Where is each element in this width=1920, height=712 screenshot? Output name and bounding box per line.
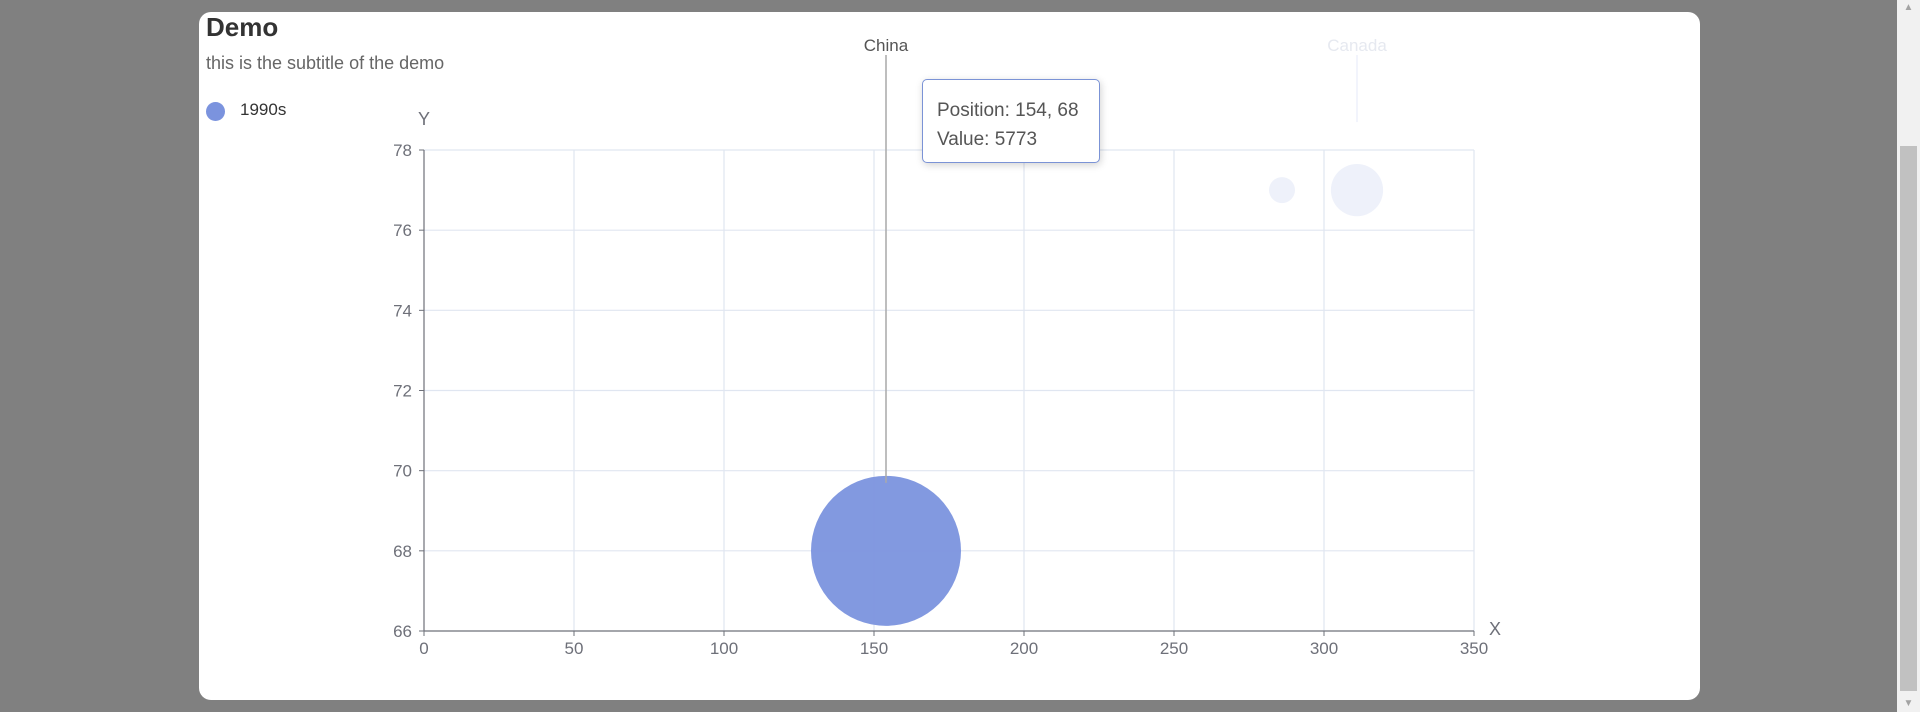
y-tick-label: 72 (393, 382, 412, 401)
y-tick-label: 70 (393, 462, 412, 481)
tooltip-position: Position: 154, 68 (937, 100, 1079, 121)
legend-item-1990s[interactable]: 1990s (206, 98, 286, 121)
point-layer (811, 163, 1384, 626)
bubble-point[interactable] (1330, 163, 1384, 217)
point-label: China (864, 36, 909, 55)
scroll-up-icon[interactable]: ▲ (1903, 2, 1914, 13)
label-layer: China Canada (864, 36, 1387, 483)
x-tick-label: 200 (1010, 639, 1038, 658)
grid-layer (424, 149, 1475, 631)
chart-title: Demo (206, 12, 279, 42)
y-tick-label: 74 (393, 301, 412, 320)
legend-marker-icon (206, 102, 225, 121)
point-label: Canada (1327, 36, 1387, 55)
vertical-scrollbar[interactable]: ▲ ▼ (1897, 0, 1920, 712)
scroll-down-icon[interactable]: ▼ (1903, 698, 1914, 709)
axis-layer: 0 50 100 150 200 250 300 350 66 68 70 72 74 76 78 X Y (393, 109, 1501, 658)
scroll-thumb[interactable] (1900, 146, 1917, 691)
y-axis-label: Y (418, 109, 430, 129)
y-tick-label: 66 (393, 622, 412, 641)
y-tick-label: 76 (393, 221, 412, 240)
x-tick-label: 0 (419, 639, 428, 658)
tooltip: Position: 154, 68 Value: 5773 (922, 79, 1100, 163)
y-tick-label: 78 (393, 141, 412, 160)
x-tick-label: 250 (1160, 639, 1188, 658)
x-tick-label: 50 (565, 639, 584, 658)
bubble-point[interactable] (1269, 177, 1295, 204)
x-tick-label: 350 (1460, 639, 1488, 658)
y-tick-label: 68 (393, 542, 412, 561)
x-tick-label: 150 (860, 639, 888, 658)
bubble-point[interactable] (811, 475, 961, 626)
tooltip-value: Value: 5773 (937, 129, 1038, 150)
x-tick-label: 100 (710, 639, 738, 658)
legend-label: 1990s (240, 99, 287, 119)
chart-subtitle: this is the subtitle of the demo (206, 53, 445, 73)
x-tick-label: 300 (1310, 639, 1338, 658)
x-axis-label: X (1489, 619, 1501, 639)
